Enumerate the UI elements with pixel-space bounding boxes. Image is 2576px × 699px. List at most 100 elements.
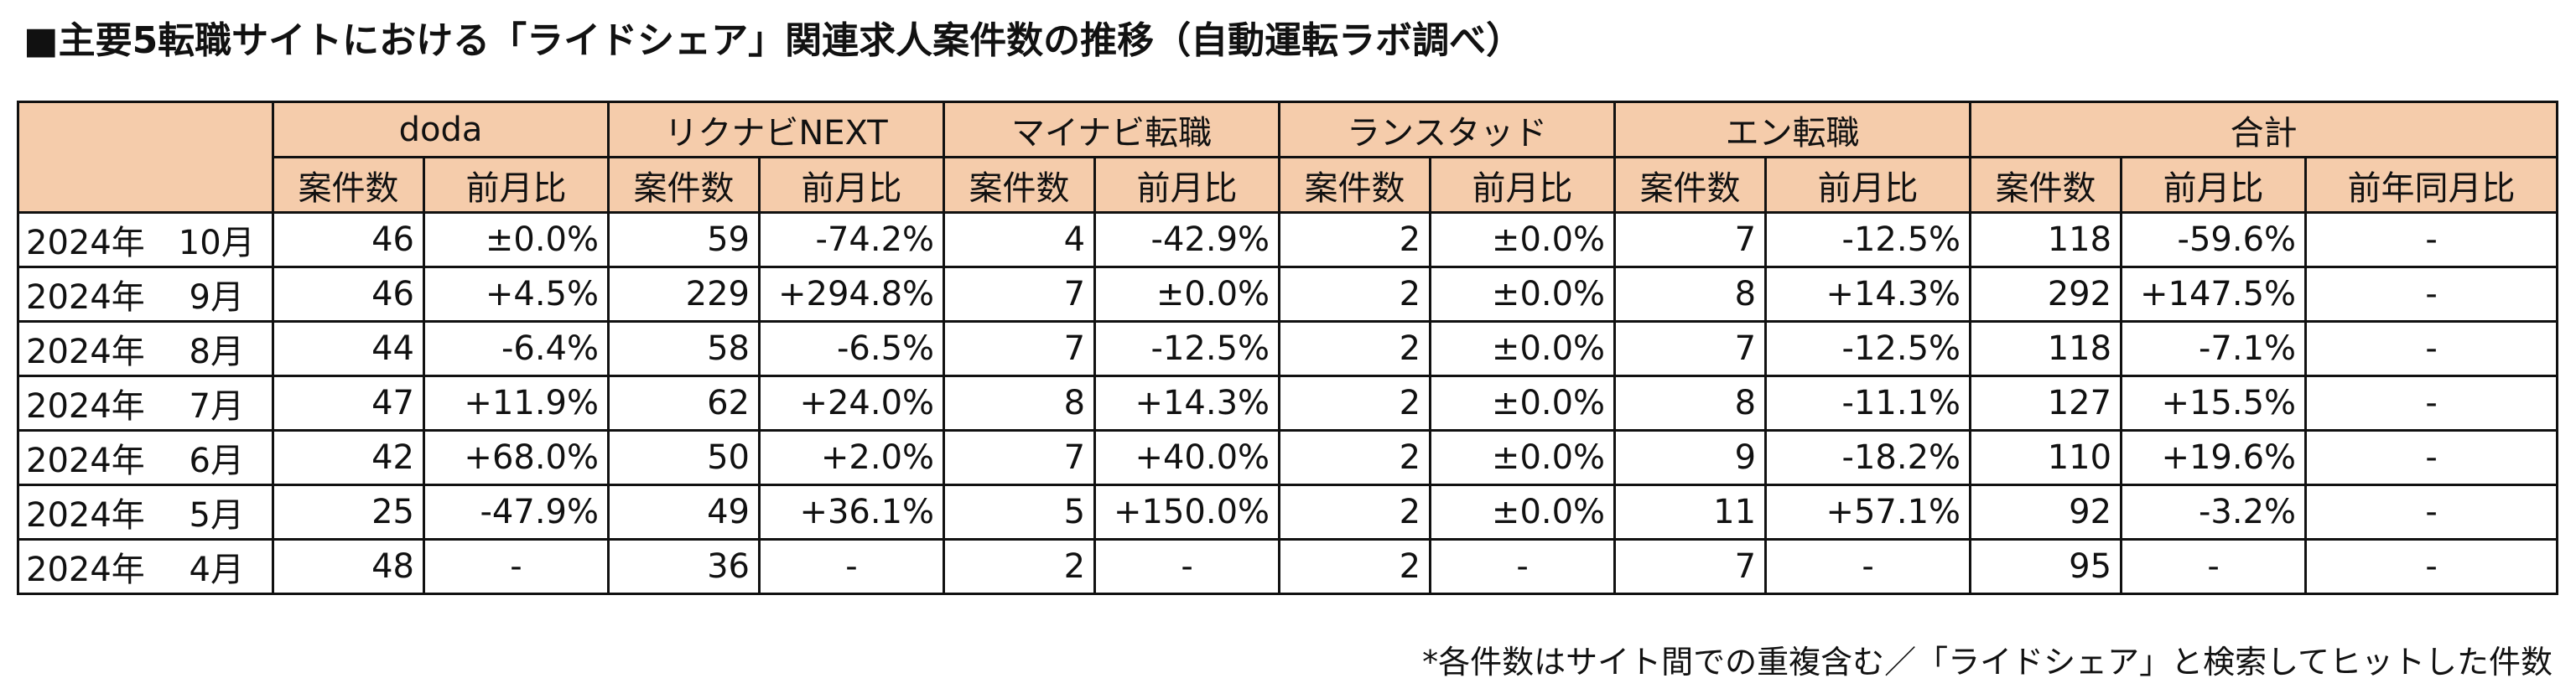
group-header-doda: doda <box>271 101 610 158</box>
table-cell-mom: +24.0% <box>758 375 946 432</box>
table-cell-count: 25 <box>272 484 425 541</box>
sub-header-count: 案件数 <box>272 156 425 214</box>
table-cell-mom: ±0.0% <box>1429 429 1617 486</box>
table-cell-count: 118 <box>1969 320 2123 377</box>
table-cell-count: 62 <box>607 375 761 432</box>
table-row: 2024年 5月 25 -47.9% 49 +36.1% 5 +150.0% 2 ±0.0% 11… <box>17 484 2559 541</box>
table-cell-count: 2 <box>1278 266 1432 323</box>
row-month-label: 2024年 9月 <box>17 266 274 323</box>
group-header-mynavi: マイナビ転職 <box>943 101 1281 158</box>
sub-header-mom: 前月比 <box>1429 156 1617 214</box>
table-cell-mom: -12.5% <box>1093 320 1281 377</box>
table-cell-count: 48 <box>272 538 425 595</box>
table-cell-count: 9 <box>1613 429 1768 486</box>
table-row: 2024年 9月 46 +4.5% 229 +294.8% 7 ±0.0% 2 ±0.0% 8 +1… <box>17 266 2559 323</box>
table-cell-mom: -18.2% <box>1764 429 1972 486</box>
group-header-row: doda リクナビNEXT マイナビ転職 ランスタッド エン転職 合計 <box>17 101 2559 214</box>
table-row: 2024年 7月 47 +11.9% 62 +24.0% 8 +14.3% 2 ±0.0% 8 -1… <box>17 375 2559 432</box>
table-cell-mom: +4.5% <box>422 266 610 323</box>
table-cell-count: 44 <box>272 320 425 377</box>
sub-header-yoy: 前年同月比 <box>2304 156 2559 214</box>
table-cell-count: 58 <box>607 320 761 377</box>
table-cell-count: 47 <box>272 375 425 432</box>
sub-header-mom: 前月比 <box>422 156 610 214</box>
table-cell-mom: +147.5% <box>2120 266 2308 323</box>
table-cell-mom: ±0.0% <box>1093 266 1281 323</box>
table-cell-mom: - <box>2120 538 2308 595</box>
table-cell-yoy: - <box>2304 320 2559 377</box>
table-cell-mom: ±0.0% <box>1429 211 1617 268</box>
table-cell-count: 42 <box>272 429 425 486</box>
table-cell-mom: -12.5% <box>1764 211 1972 268</box>
table-cell-count: 8 <box>1613 375 1768 432</box>
sub-header-count: 案件数 <box>1969 156 2123 214</box>
table-cell-mom: +14.3% <box>1093 375 1281 432</box>
table-cell-mom: +2.0% <box>758 429 946 486</box>
table-cell-mom: - <box>758 538 946 595</box>
table-cell-mom: +294.8% <box>758 266 946 323</box>
row-month-label: 2024年 8月 <box>17 320 274 377</box>
table-cell-mom: -11.1% <box>1764 375 1972 432</box>
table-cell-count: 292 <box>1969 266 2123 323</box>
table-cell-mom: -42.9% <box>1093 211 1281 268</box>
table-cell-count: 2 <box>1278 429 1432 486</box>
table-cell-mom: - <box>1429 538 1617 595</box>
table-cell-count: 2 <box>1278 538 1432 595</box>
table-cell-mom: +19.6% <box>2120 429 2308 486</box>
table-cell-count: 7 <box>943 429 1097 486</box>
table-cell-mom: ±0.0% <box>1429 484 1617 541</box>
table-cell-count: 110 <box>1969 429 2123 486</box>
table-cell-yoy: - <box>2304 538 2559 595</box>
table-cell-count: 7 <box>943 266 1097 323</box>
table-cell-count: 2 <box>1278 320 1432 377</box>
sub-header-mom: 前月比 <box>1764 156 1972 214</box>
table-cell-count: 7 <box>1613 320 1768 377</box>
table-cell-yoy: - <box>2304 484 2559 541</box>
table-cell-mom: +14.3% <box>1764 266 1972 323</box>
sub-header-row: 案件数 前月比 案件数 前月比 案件数 前月比 案件数 前月比 案件数 前月比 … <box>18 156 2559 214</box>
table-cell-mom: -7.1% <box>2120 320 2308 377</box>
table-cell-count: 2 <box>1278 484 1432 541</box>
table-cell-count: 50 <box>607 429 761 486</box>
sub-header-count: 案件数 <box>1278 156 1432 214</box>
table-cell-count: 5 <box>943 484 1097 541</box>
table-body: 2024年 10月 46 ±0.0% 59 -74.2% 4 -42.9% 2 ±0.0% 7 -1… <box>17 211 2559 595</box>
table-row: 2024年 6月 42 +68.0% 50 +2.0% 7 +40.0% 2 ±0.0% 9 -18… <box>17 429 2559 486</box>
table-cell-count: 7 <box>943 320 1097 377</box>
sub-header-mom: 前月比 <box>758 156 946 214</box>
corner-cell <box>17 101 274 214</box>
table-cell-mom: +11.9% <box>422 375 610 432</box>
group-header-randstad: ランスタッド <box>1278 101 1617 158</box>
footnote: *各件数はサイト間での重複含む／「ライドシェア」と検索してヒットした件数 <box>1422 644 2553 681</box>
table-cell-mom: ±0.0% <box>1429 375 1617 432</box>
sub-header-count: 案件数 <box>607 156 761 214</box>
group-header-rikunabi-next: リクナビNEXT <box>607 101 946 158</box>
row-month-label: 2024年 5月 <box>17 484 274 541</box>
table-cell-mom: ±0.0% <box>422 211 610 268</box>
group-header-total: 合計 <box>1969 101 2559 158</box>
table-cell-count: 8 <box>1613 266 1768 323</box>
table-cell-count: 4 <box>943 211 1097 268</box>
table-cell-mom: -74.2% <box>758 211 946 268</box>
table-cell-mom: +15.5% <box>2120 375 2308 432</box>
table-cell-count: 2 <box>1278 375 1432 432</box>
table-cell-count: 49 <box>607 484 761 541</box>
table-cell-mom: -3.2% <box>2120 484 2308 541</box>
table-header: doda リクナビNEXT マイナビ転職 ランスタッド エン転職 合計 案件数 … <box>17 101 2559 214</box>
sub-header-count: 案件数 <box>943 156 1097 214</box>
table-cell-count: 7 <box>1613 211 1768 268</box>
table-cell-count: 46 <box>272 211 425 268</box>
table-cell-mom: -12.5% <box>1764 320 1972 377</box>
table-cell-count: 59 <box>607 211 761 268</box>
table-cell-count: 229 <box>607 266 761 323</box>
table-cell-mom: - <box>1764 538 1972 595</box>
table-row: 2024年 4月 48-36-2-2-7-95- - <box>17 538 2559 595</box>
table-cell-count: 118 <box>1969 211 2123 268</box>
table-cell-mom: -59.6% <box>2120 211 2308 268</box>
table-cell-count: 7 <box>1613 538 1768 595</box>
sub-header-mom: 前月比 <box>1093 156 1281 214</box>
row-month-label: 2024年 4月 <box>17 538 274 595</box>
table-cell-count: 92 <box>1969 484 2123 541</box>
table-cell-mom: +57.1% <box>1764 484 1972 541</box>
page-title: ■主要5転職サイトにおける「ライドシェア」関連求人案件数の推移（自動運転ラボ調べ… <box>23 19 1524 62</box>
